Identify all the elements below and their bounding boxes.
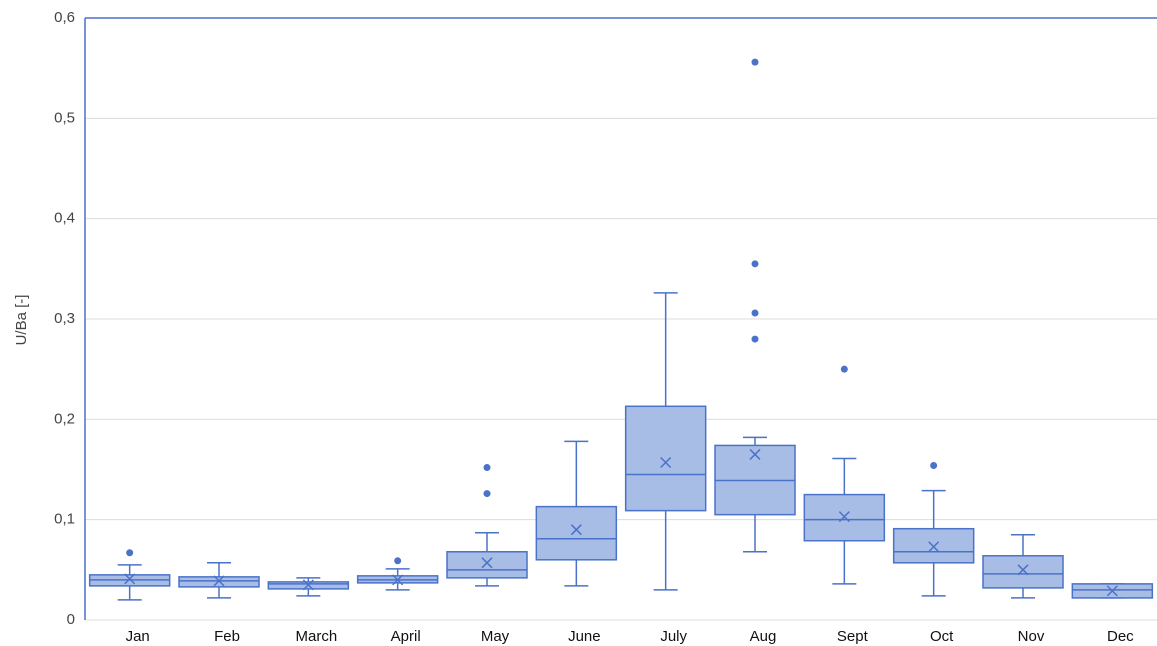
mean-marker [1017, 564, 1029, 576]
y-tick-label: 0 [67, 611, 75, 628]
x-tick-label: June [568, 628, 601, 645]
box [535, 505, 618, 561]
y-axis-label: U/Ba [-] [13, 295, 30, 346]
mean-marker [570, 524, 582, 536]
mean-marker [302, 579, 314, 591]
mean-marker [124, 573, 136, 585]
outlier [394, 557, 402, 565]
outlier [483, 463, 491, 471]
mean-marker [660, 456, 672, 469]
mean-marker [1106, 585, 1118, 597]
outlier [483, 490, 491, 498]
x-tick-label: July [660, 628, 687, 645]
x-tick-label: April [391, 628, 421, 645]
outlier [751, 309, 759, 317]
x-tick-label: Dec [1107, 628, 1134, 645]
mean-marker [213, 575, 225, 587]
x-tick-label: Aug [750, 628, 777, 645]
y-tick-label: 0,6 [54, 9, 75, 26]
mean-marker [838, 511, 850, 523]
x-tick-label: May [481, 628, 510, 645]
y-tick-label: 0,1 [54, 511, 75, 528]
mean-marker [392, 574, 404, 586]
outlier [126, 549, 134, 557]
y-tick-label: 0,3 [54, 310, 75, 327]
mean-marker [481, 557, 493, 569]
x-tick-label: Nov [1018, 628, 1045, 645]
x-tick-label: Oct [930, 628, 954, 645]
outlier [751, 260, 759, 268]
y-tick-label: 0,4 [54, 210, 75, 227]
outlier [751, 335, 759, 343]
y-tick-label: 0,5 [54, 109, 75, 126]
x-tick-label: Sept [837, 628, 869, 645]
outlier [751, 58, 759, 66]
outlier [840, 365, 848, 373]
y-tick-label: 0,2 [54, 410, 75, 427]
box [982, 555, 1064, 589]
box [624, 405, 707, 512]
x-tick-label: Feb [214, 628, 240, 645]
outlier [930, 461, 938, 469]
x-tick-label: March [295, 628, 337, 645]
box [446, 551, 528, 579]
x-tick-label: Jan [126, 628, 150, 645]
mean-marker [928, 541, 940, 553]
mean-marker [749, 448, 761, 460]
